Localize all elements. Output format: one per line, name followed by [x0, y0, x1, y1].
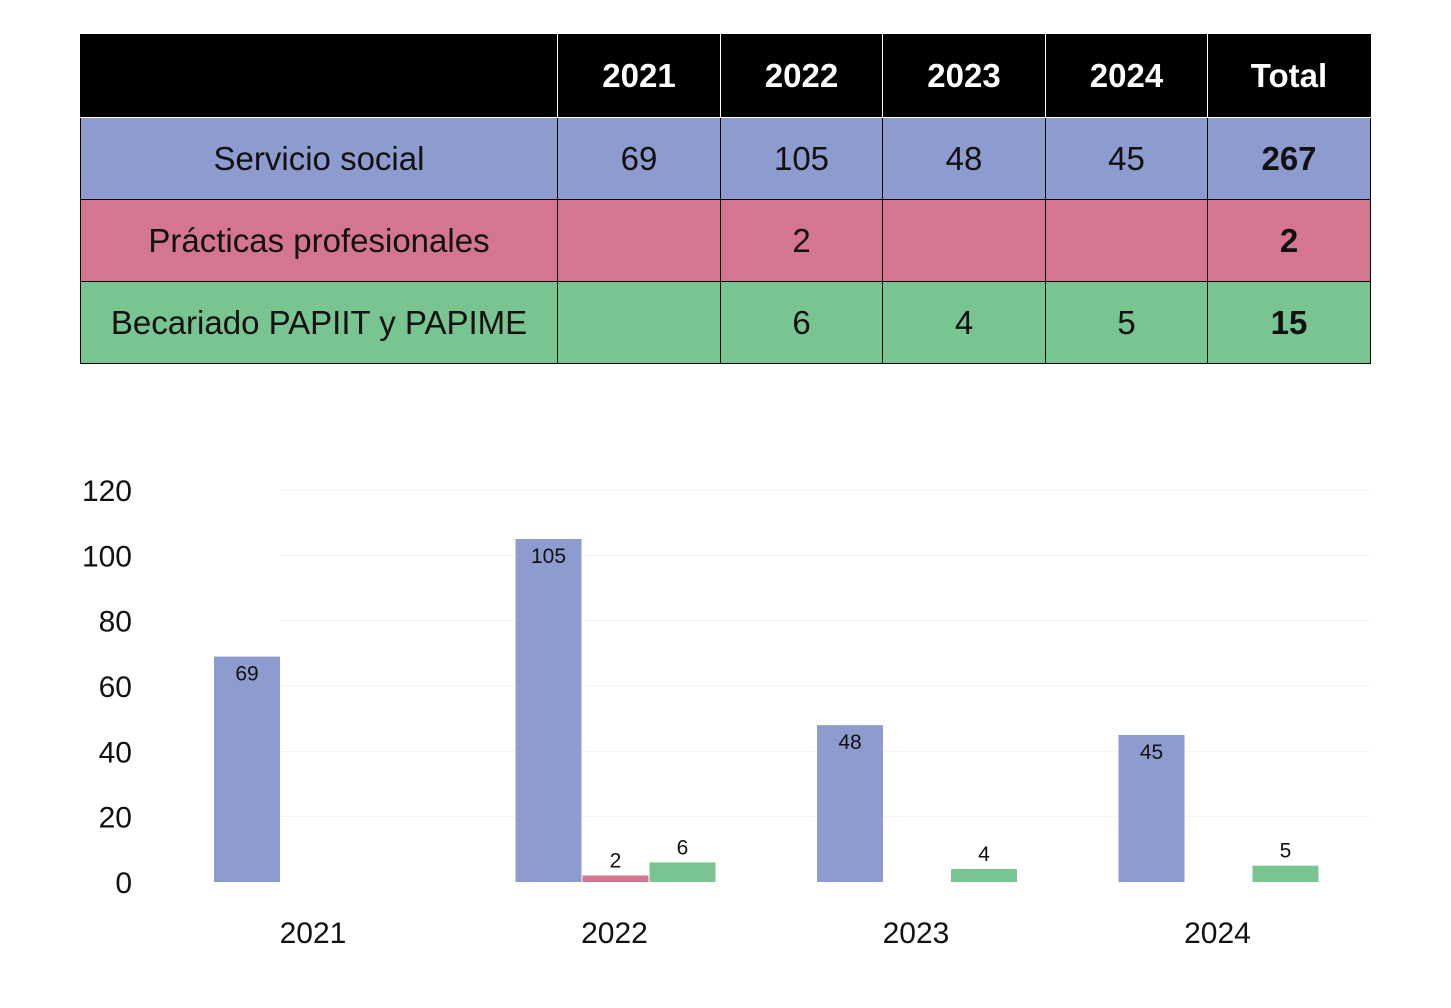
table-cell	[557, 199, 721, 282]
table-cell	[1045, 199, 1208, 282]
table-header-row: 2021 2022 2023 2024 Total	[80, 34, 1371, 118]
table-cell	[557, 281, 721, 364]
data-label: 45	[1140, 741, 1163, 764]
data-label: 6	[677, 836, 689, 859]
row-label: Servicio social	[80, 117, 558, 200]
y-axis-ticks: 0 20 40 60 80 100 120	[82, 475, 132, 900]
total-cell: 15	[1207, 281, 1371, 364]
y-tick-label: 20	[99, 802, 132, 835]
y-tick-label: 60	[99, 671, 132, 704]
table-cell: 48	[882, 117, 1046, 200]
header-cell-2022: 2022	[720, 34, 883, 118]
header-cell-2021: 2021	[557, 34, 721, 118]
total-cell: 2	[1207, 199, 1371, 282]
data-label: 4	[978, 843, 990, 866]
x-axis-ticks: 2021 2022 2023 2024	[280, 917, 1251, 950]
table-cell: 69	[557, 117, 721, 200]
y-tick-label: 80	[99, 606, 132, 639]
data-label: 2	[610, 849, 622, 872]
table-cell: 105	[720, 117, 883, 200]
bar	[951, 868, 1017, 882]
x-tick-label: 2023	[883, 917, 950, 950]
data-label: 48	[838, 731, 861, 754]
gridlines	[280, 489, 1370, 818]
table-cell: 4	[882, 281, 1046, 364]
y-tick-label: 40	[99, 736, 132, 769]
header-cell-total: Total	[1207, 34, 1371, 118]
total-cell: 267	[1207, 117, 1371, 200]
data-label: 5	[1280, 840, 1292, 863]
table-row-becariado: Becariado PAPIIT y PAPIME 6 4 5 15	[80, 281, 1371, 364]
x-tick-label: 2022	[581, 917, 648, 950]
table-cell: 5	[1045, 281, 1208, 364]
summary-table: 2021 2022 2023 2024 Total Servicio socia…	[80, 34, 1371, 364]
row-label: Prácticas profesionales	[80, 199, 558, 282]
x-tick-label: 2024	[1184, 917, 1251, 950]
table-cell: 45	[1045, 117, 1208, 200]
data-label: 69	[235, 663, 258, 686]
header-cell-2023: 2023	[882, 34, 1046, 118]
table-row-practicas-profesionales: Prácticas profesionales 2 2	[80, 199, 1371, 282]
bars	[214, 539, 1319, 882]
bar	[582, 875, 649, 882]
y-tick-label: 0	[115, 867, 132, 900]
table-cell	[882, 199, 1046, 282]
row-label: Becariado PAPIIT y PAPIME	[80, 281, 558, 364]
header-cell-2024: 2024	[1045, 34, 1208, 118]
table-row-servicio-social: Servicio social 69 105 48 45 267	[80, 117, 1371, 200]
bar	[214, 656, 280, 882]
bar	[1118, 735, 1185, 882]
data-label: 105	[531, 545, 566, 568]
bar	[515, 539, 582, 882]
y-tick-label: 120	[82, 475, 132, 508]
table-cell: 2	[720, 199, 883, 282]
x-tick-label: 2021	[280, 917, 347, 950]
bar	[649, 862, 716, 882]
header-cell-empty	[80, 34, 558, 118]
y-tick-label: 100	[82, 540, 132, 573]
bar	[1252, 865, 1319, 882]
table-cell: 6	[720, 281, 883, 364]
bar	[817, 725, 883, 882]
